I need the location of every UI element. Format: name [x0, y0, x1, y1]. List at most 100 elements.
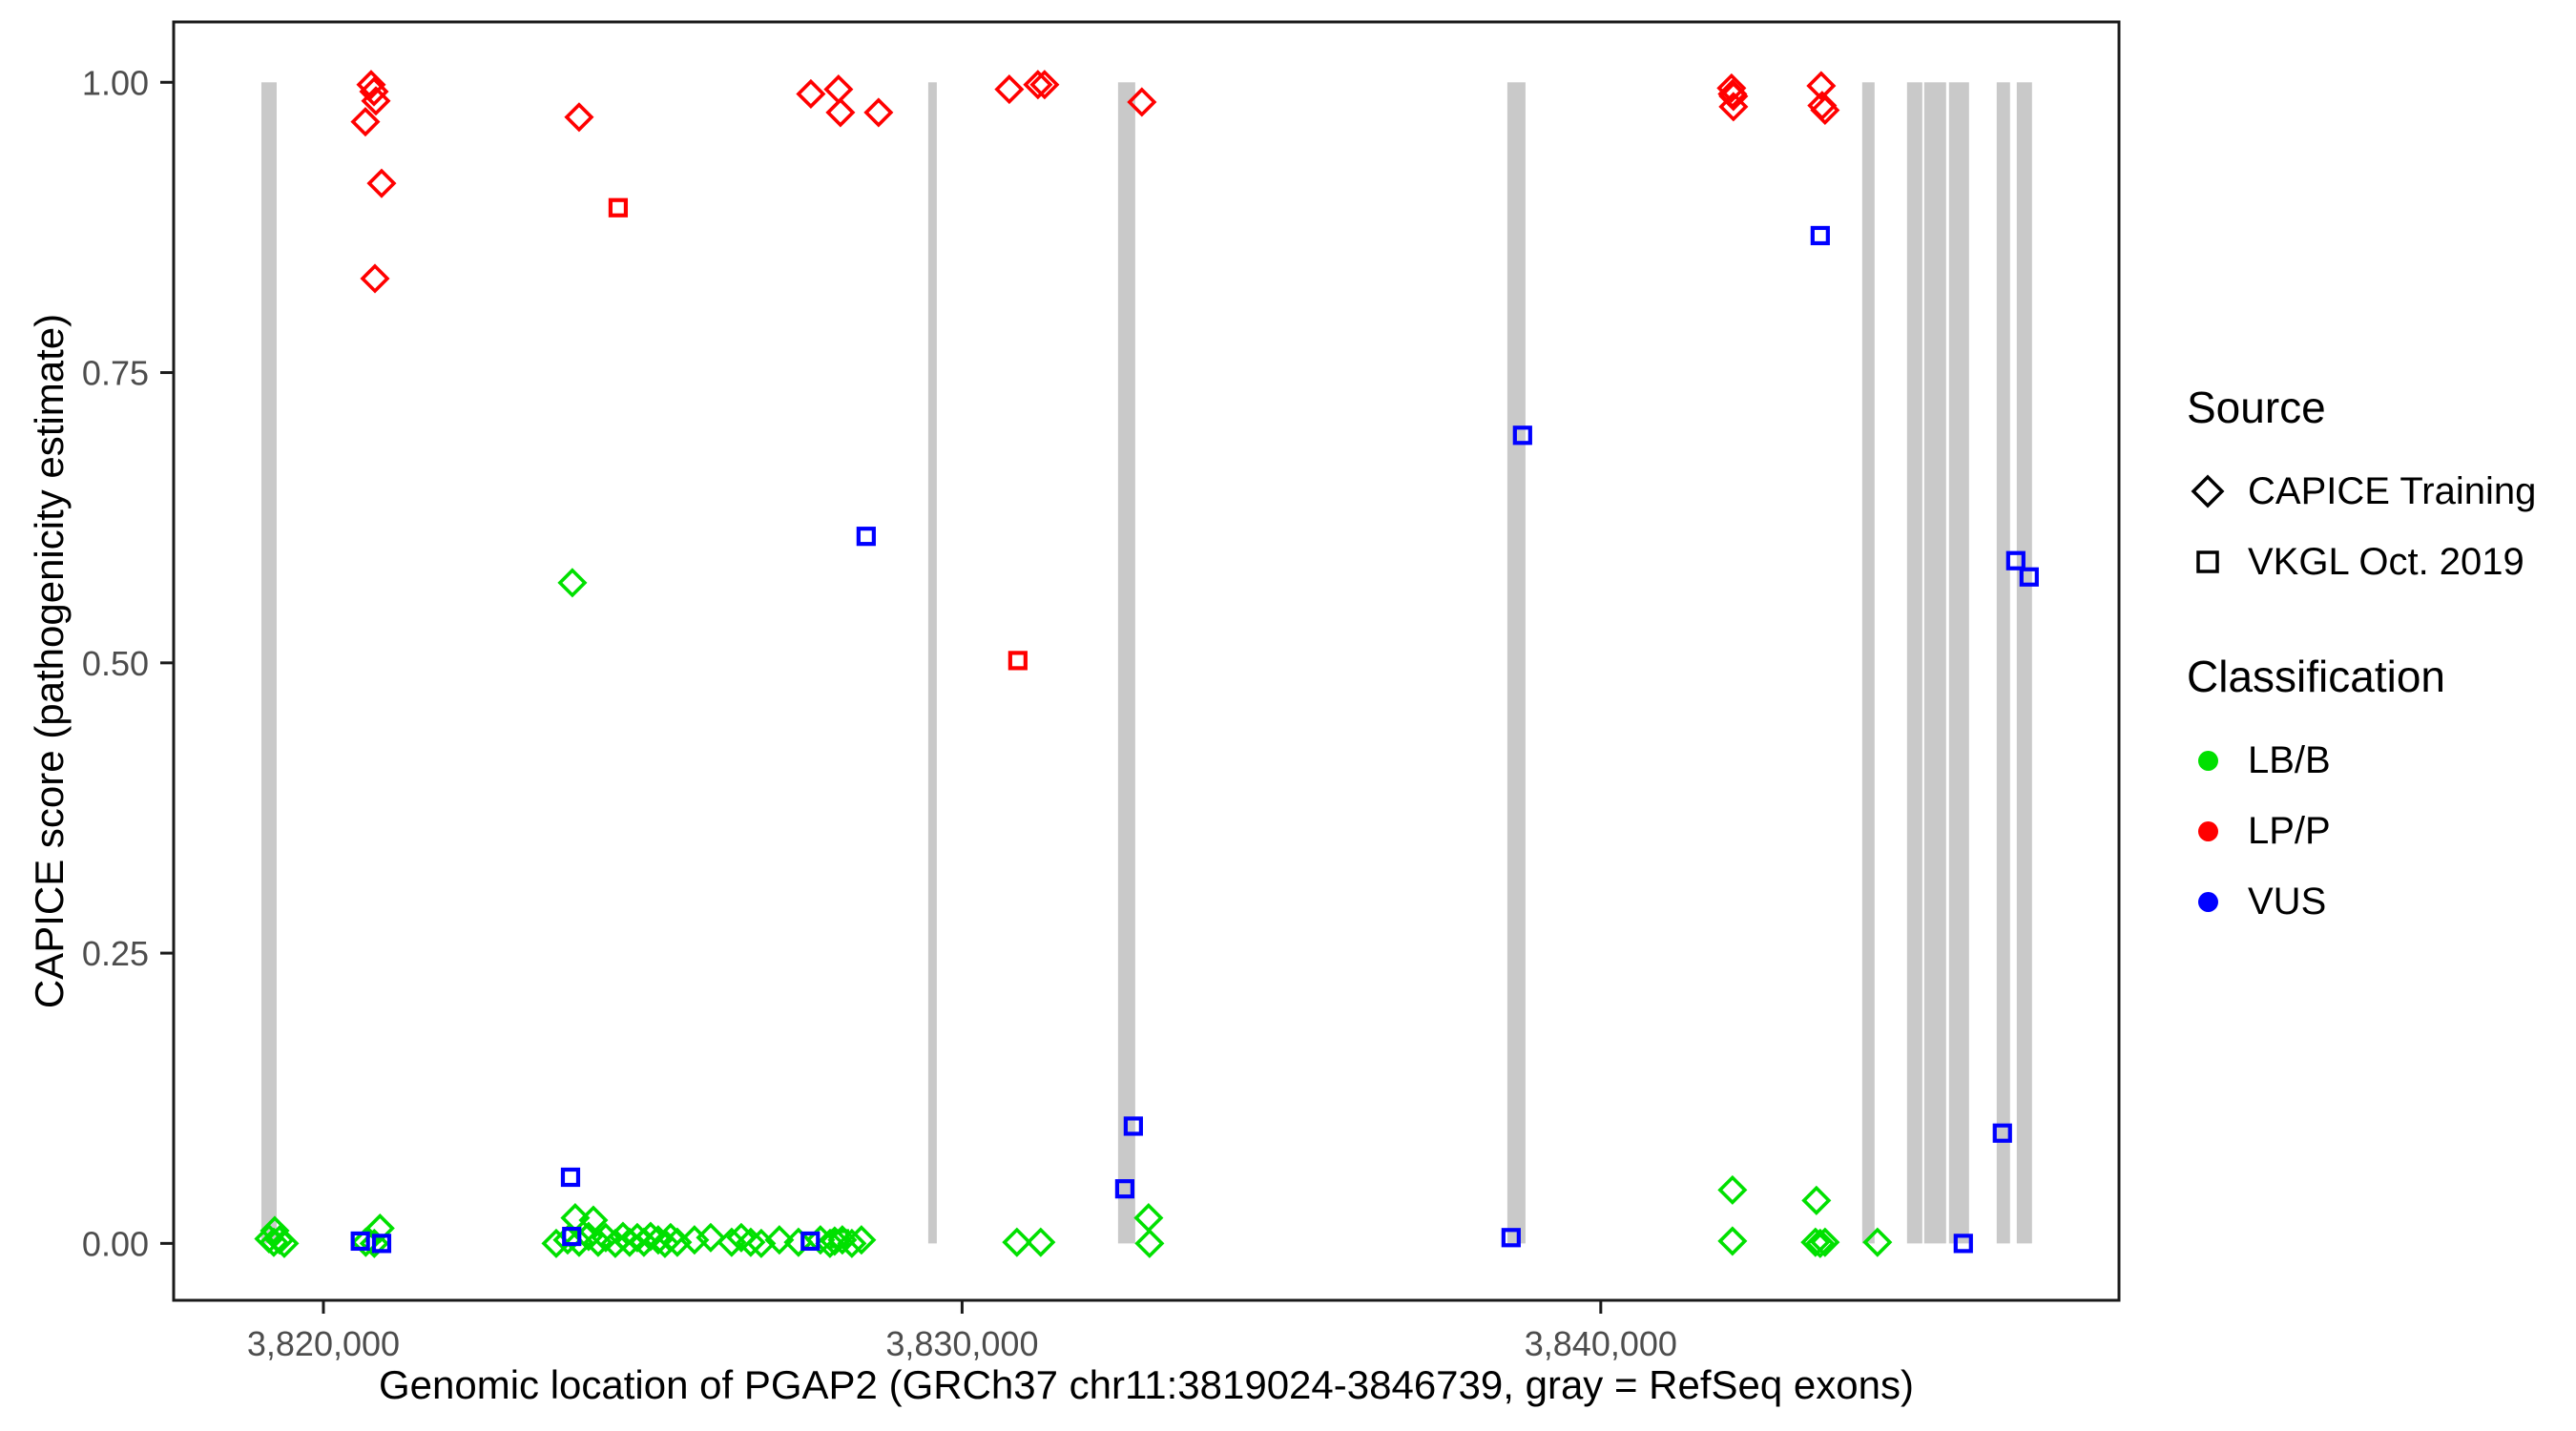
data-point-diamond — [635, 1221, 666, 1252]
color-dot-icon — [2187, 810, 2229, 852]
data-point-diamond — [1716, 73, 1747, 103]
data-point-diamond — [1023, 70, 1053, 100]
refseq-exon-bar — [2016, 82, 2032, 1244]
data-point-diamond — [764, 1225, 795, 1255]
data-point-square — [1008, 651, 1028, 671]
refseq-exon-bar — [1861, 82, 1875, 1244]
data-point-square — [608, 197, 629, 218]
legend-classification-item: VUS — [2187, 866, 2568, 937]
data-point-diamond — [356, 70, 386, 100]
data-point-diamond — [679, 1225, 710, 1255]
data-point-diamond — [1801, 1185, 1832, 1215]
data-point-diamond — [846, 1225, 877, 1255]
legend-source-item-label: VKGL Oct. 2019 — [2248, 540, 2524, 583]
data-point-square — [371, 1234, 392, 1254]
data-point-diamond — [564, 1227, 594, 1257]
data-point-diamond — [1717, 1174, 1748, 1205]
refseq-exon-bar — [1948, 82, 1969, 1244]
data-point-diamond — [1800, 1227, 1831, 1257]
data-point-square — [856, 527, 876, 547]
data-point-diamond — [717, 1227, 747, 1257]
data-point-diamond — [825, 97, 856, 128]
data-point-diamond — [820, 1226, 850, 1256]
data-point-diamond — [863, 97, 894, 128]
data-point-diamond — [1718, 81, 1749, 112]
data-point-diamond — [359, 76, 389, 107]
data-point-diamond — [259, 1227, 289, 1257]
data-point-square — [2019, 567, 2039, 587]
data-point-diamond — [1862, 1227, 1893, 1257]
refseq-exon-bar — [927, 82, 937, 1244]
data-point-diamond — [1133, 1203, 1164, 1234]
data-point-diamond — [350, 107, 381, 137]
data-point-diamond — [796, 78, 826, 110]
y-axis-tick-label: 0.50 — [82, 644, 149, 683]
refseq-exon-bar — [1906, 82, 1922, 1244]
diamond-marker-icon — [2187, 470, 2229, 512]
data-point-square — [1512, 425, 1532, 446]
refseq-exon-bar — [260, 82, 277, 1244]
data-point-square — [829, 1229, 849, 1249]
data-point-square — [350, 1231, 370, 1252]
color-dot-icon — [2187, 881, 2229, 923]
data-point-square — [1123, 1116, 1143, 1136]
data-point-diamond — [1810, 94, 1840, 126]
y-axis-title: CAPICE score (pathogenicity estimate) — [27, 313, 72, 1009]
legend-classification-item: LB/B — [2187, 725, 2568, 796]
data-point-diamond — [696, 1222, 726, 1253]
x-axis-tick-label: 3,840,000 — [1525, 1324, 1677, 1363]
y-axis-tick-label: 0.75 — [82, 354, 149, 393]
data-point-square — [2005, 550, 2025, 570]
legend-source-title: Source — [2187, 383, 2326, 432]
data-point-diamond — [823, 74, 854, 105]
data-point-square — [562, 1226, 582, 1247]
refseq-exon-bar — [1506, 82, 1526, 1244]
data-point-diamond — [366, 168, 397, 198]
data-point-square — [800, 1231, 821, 1252]
data-point-square — [1501, 1228, 1521, 1248]
refseq-exon-bar — [1117, 82, 1135, 1244]
data-point-diamond — [1805, 1228, 1836, 1258]
data-point-square — [1810, 225, 1830, 246]
data-point-diamond — [361, 86, 391, 116]
data-point-diamond — [1002, 1227, 1032, 1257]
refseq-exon-bar — [1996, 82, 2010, 1244]
legend-classification-item: LP/P — [2187, 796, 2568, 866]
legend-classification-item-label: VUS — [2248, 880, 2327, 923]
data-point-diamond — [783, 1227, 814, 1257]
data-point-diamond — [1810, 1227, 1840, 1257]
legend-classification-title: Classification — [2187, 652, 2445, 701]
data-point-diamond — [360, 263, 390, 294]
legend-classification-item-label: LB/B — [2248, 738, 2331, 781]
legend-classification-items: LB/B LP/P VUS — [2187, 725, 2568, 937]
data-point-diamond — [650, 1228, 680, 1258]
legend-source-items: CAPICE Training VKGL Oct. 2019 — [2187, 456, 2568, 597]
legend-source-item-label: CAPICE Training — [2248, 469, 2537, 512]
data-point-diamond — [600, 1228, 631, 1258]
x-axis-tick-label: 3,830,000 — [885, 1324, 1038, 1363]
refseq-exon-bar — [1923, 82, 1946, 1244]
x-axis-tick-label: 3,820,000 — [247, 1324, 400, 1363]
data-point-diamond — [994, 74, 1025, 105]
data-point-diamond — [736, 1227, 766, 1257]
data-point-diamond — [269, 1228, 300, 1258]
panel-border — [172, 20, 2121, 1302]
data-point-diamond — [629, 1227, 659, 1257]
color-dot-icon — [2187, 739, 2229, 781]
legend-source-item: CAPICE Training — [2187, 456, 2568, 527]
data-point-diamond — [827, 1225, 858, 1255]
data-point-diamond — [1029, 70, 1060, 100]
data-point-diamond — [837, 1228, 867, 1258]
y-axis-tick-label: 0.25 — [82, 934, 149, 973]
data-point-diamond — [1717, 1226, 1748, 1256]
data-point-square — [1992, 1123, 2012, 1143]
legend-source-item: VKGL Oct. 2019 — [2187, 527, 2568, 597]
y-axis-tick-label: 0.00 — [82, 1224, 149, 1263]
data-point-diamond — [1127, 87, 1157, 117]
data-point-square — [560, 1167, 581, 1188]
data-point-diamond — [260, 1215, 290, 1246]
legend-classification-item-label: LP/P — [2248, 809, 2331, 852]
data-point-square — [1953, 1234, 1973, 1254]
y-axis-tick-label: 1.00 — [82, 63, 149, 102]
